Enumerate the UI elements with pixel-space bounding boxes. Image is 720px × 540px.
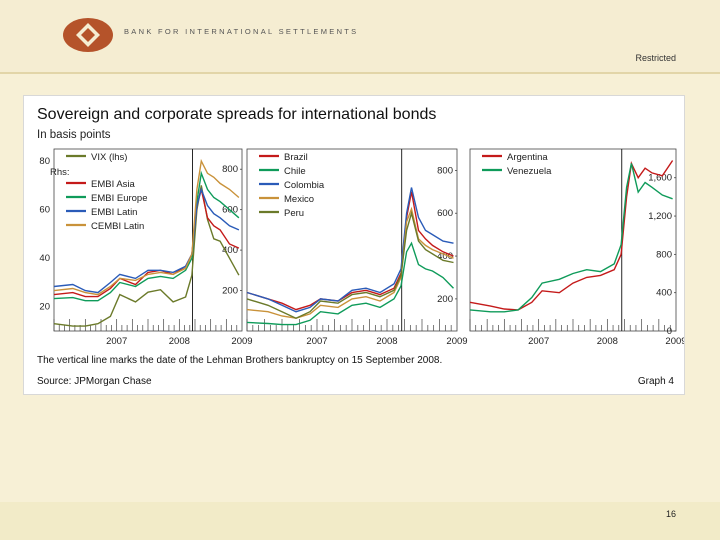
- bis-logo-icon: [63, 18, 113, 52]
- header-band: [0, 0, 720, 72]
- chart-2-legend-label-4: Peru: [284, 208, 304, 219]
- chart-1-series-2: [53, 170, 240, 302]
- chart-2-x-tick-label: 2008: [376, 336, 397, 346]
- chart-2-legend-label-2: Colombia: [284, 180, 325, 191]
- chart-2-right-tick-label: 200: [437, 294, 453, 305]
- chart-1-legend-label-0: VIX (lhs): [91, 152, 127, 163]
- chart-1-left-tick-label: 80: [39, 156, 50, 167]
- chart-2-right-tick-label: 800: [437, 165, 453, 176]
- chart-1-x-tick-label: 2007: [106, 336, 127, 346]
- chart-1-left-tick-label: 20: [39, 302, 50, 313]
- chart-1-series-4: [53, 158, 240, 296]
- chart-2-legend-label-0: Brazil: [284, 152, 308, 163]
- graph-number: Graph 4: [637, 376, 674, 387]
- chart-3-right-tick-label: 400: [656, 288, 672, 299]
- chart-3-x-tick-label: 2007: [528, 336, 549, 346]
- chart-1-series-3: [53, 187, 240, 294]
- graph-panel: Sovereign and corporate spreads for inte…: [23, 95, 685, 395]
- chart-3-series-1: [469, 163, 673, 313]
- chart-1-right-tick-label: 400: [222, 245, 238, 256]
- chart-1-x-tick-label: 2008: [169, 336, 190, 346]
- chart-3-legend-label-0: Argentina: [507, 152, 548, 163]
- chart-2-right-tick-label: 600: [437, 208, 453, 219]
- footer-band: [0, 502, 720, 540]
- chart-2-series-0: [246, 191, 454, 311]
- chart-3-right-tick-label: 1,600: [648, 173, 672, 184]
- page-number: 16: [665, 509, 676, 519]
- chart-3-x-tick-label: 2008: [597, 336, 618, 346]
- chart-1-x-tick-label: 2009: [231, 336, 252, 346]
- chart-3-legend-label-1: Venezuela: [507, 166, 552, 177]
- bank-name: BANK FOR INTERNATIONAL SETTLEMENTS: [124, 27, 359, 36]
- chart-2-x-tick-label: 2007: [306, 336, 327, 346]
- chart-2-x-tick-label: 2009: [446, 336, 467, 346]
- chart-3-frame: [469, 148, 677, 332]
- chart-1-legend-label-3: EMBI Latin: [91, 207, 137, 218]
- graph-title: Sovereign and corporate spreads for inte…: [37, 106, 437, 123]
- chart-1-series-0: [53, 185, 240, 327]
- chart-1-frame: [53, 148, 243, 332]
- chart-1-left-tick-label: 40: [39, 253, 50, 264]
- graph-note: The vertical line marks the date of the …: [37, 355, 443, 366]
- chart-2-frame: [246, 148, 458, 332]
- header-divider: [0, 72, 720, 74]
- chart-1-legend-label-2: EMBI Europe: [91, 193, 148, 204]
- chart-1-right-tick-label: 200: [222, 286, 238, 297]
- chart-2-series-2: [246, 187, 454, 313]
- graph-source: Source: JPMorgan Chase: [37, 376, 152, 387]
- chart-2-series-4: [246, 210, 454, 319]
- chart-1-rhs-label: Rhs:: [50, 167, 70, 178]
- chart-3-right-tick-label: 0: [667, 326, 672, 337]
- chart-1-legend-label-1: EMBI Asia: [91, 179, 136, 190]
- graph-subtitle: In basis points: [37, 129, 111, 141]
- classification-label: Restricted: [635, 53, 676, 63]
- chart-1-right-tick-label: 800: [222, 164, 238, 175]
- chart-1-legend-label-4: CEMBI Latin: [91, 221, 144, 232]
- chart-2-right-tick-label: 400: [437, 251, 453, 262]
- chart-2-legend-label-1: Chile: [284, 166, 306, 177]
- chart-1-left-tick-label: 60: [39, 205, 50, 216]
- chart-3-x-tick-label: 2009: [665, 336, 684, 346]
- chart-2-series-1: [246, 241, 454, 326]
- chart-2-legend-label-3: Mexico: [284, 194, 314, 205]
- chart-3-right-tick-label: 800: [656, 249, 672, 260]
- charts-svg: 200 400 600 800 20 40 60 80 2007 2008 2009 VIX (lhs…: [39, 148, 684, 346]
- chart-3-right-tick-label: 1,200: [648, 211, 672, 222]
